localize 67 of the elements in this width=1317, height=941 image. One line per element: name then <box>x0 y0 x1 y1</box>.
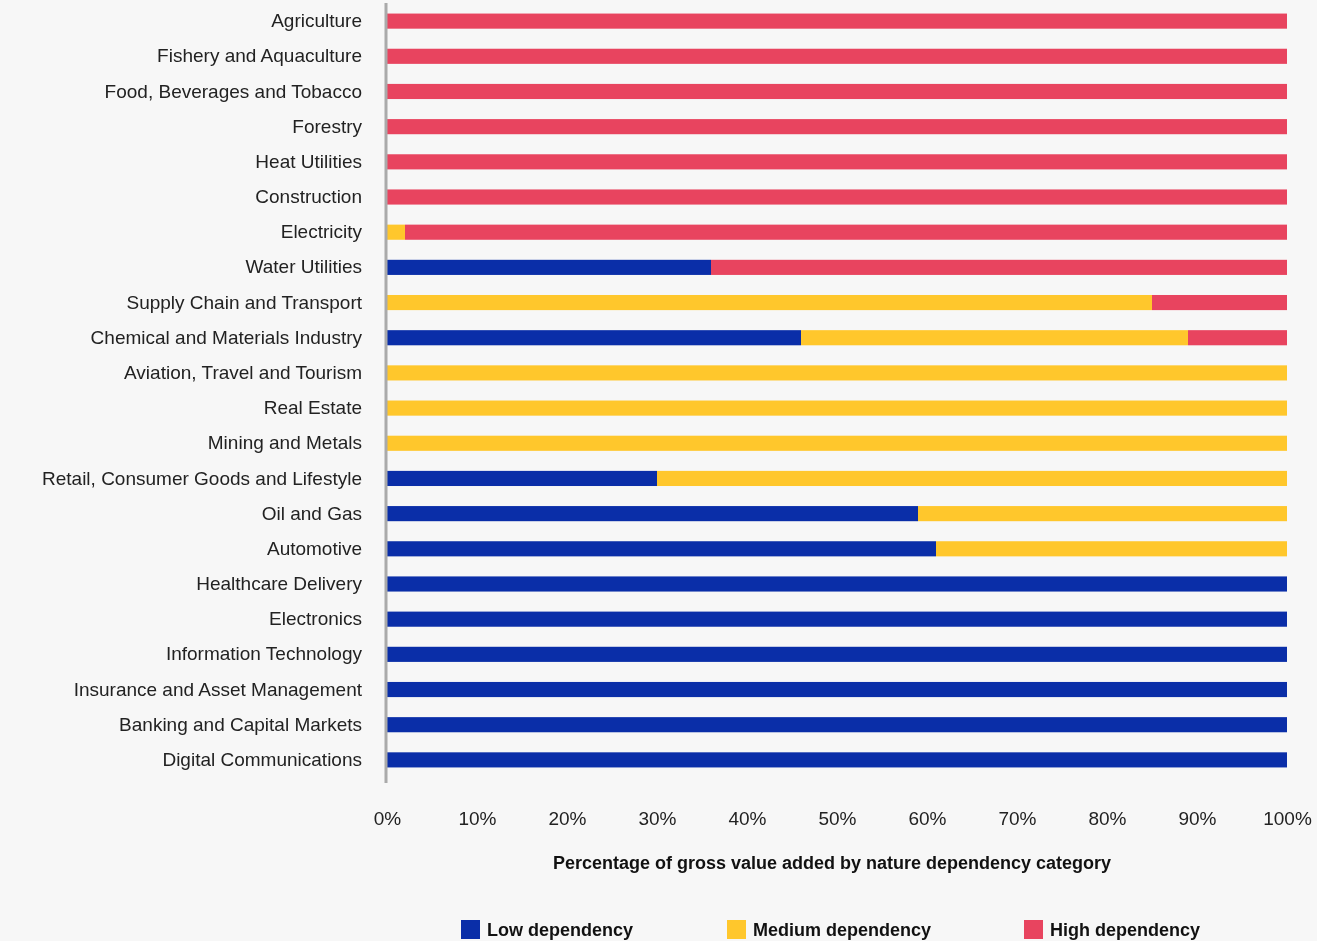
bar <box>387 294 1152 311</box>
bar <box>387 681 1287 698</box>
bar <box>387 259 711 275</box>
bar <box>387 506 918 522</box>
y-tick-label: Food, Beverages and Tobacco <box>104 80 362 102</box>
bar <box>387 365 1287 381</box>
bar <box>387 717 1287 733</box>
bar <box>918 506 1287 522</box>
y-tick-label: Digital Communications <box>162 748 362 770</box>
y-tick-label: Forestry <box>292 115 363 137</box>
bar <box>405 224 1287 240</box>
x-tick-label: 30% <box>638 808 677 830</box>
x-tick-label: 0% <box>373 808 402 830</box>
x-tick-label: 10% <box>458 808 497 830</box>
y-tick-label: Construction <box>255 186 362 208</box>
y-tick-label: Heat Utilities <box>255 150 362 172</box>
bar <box>387 752 1287 768</box>
x-tick-label: 100% <box>1263 808 1312 830</box>
bar <box>387 400 1287 416</box>
bar <box>387 83 1287 100</box>
legend-label: Medium dependency <box>753 920 932 940</box>
x-tick-label: 40% <box>728 808 767 830</box>
legend-label: Low dependency <box>487 920 634 940</box>
bar <box>387 119 1287 135</box>
bar <box>711 259 1287 275</box>
y-tick-label: Supply Chain and Transport <box>126 291 363 313</box>
y-tick-label: Agriculture <box>271 10 362 32</box>
bar <box>387 189 1287 205</box>
x-tick-label: 70% <box>998 808 1037 830</box>
y-tick-label: Chemical and Materials Industry <box>90 326 363 348</box>
y-tick-label: Healthcare Delivery <box>196 573 363 595</box>
bar <box>387 646 1287 662</box>
x-tick-label: 50% <box>818 808 857 830</box>
x-tick-label: 60% <box>908 808 947 830</box>
x-tick-label: 90% <box>1178 808 1217 830</box>
bar <box>657 470 1287 487</box>
x-tick-label: 20% <box>548 808 587 830</box>
y-tick-label: Electronics <box>269 608 362 630</box>
bar <box>1188 330 1287 346</box>
x-axis-title: Percentage of gross value added by nature dependency category <box>552 853 1112 873</box>
bar <box>801 330 1188 346</box>
bar <box>387 48 1287 64</box>
y-tick-label: Banking and Capital Markets <box>119 713 362 735</box>
y-tick-label: Water Utilities <box>245 256 362 278</box>
bar <box>387 611 1287 627</box>
y-tick-label: Mining and Metals <box>207 432 362 454</box>
y-tick-label: Oil and Gas <box>261 502 362 524</box>
y-tick-label: Real Estate <box>263 397 362 419</box>
y-tick-label: Retail, Consumer Goods and Lifestyle <box>42 467 362 489</box>
y-tick-label: Aviation, Travel and Tourism <box>124 361 362 383</box>
legend-label: High dependency <box>1050 920 1201 940</box>
bar <box>387 154 1287 170</box>
x-tick-label: 80% <box>1088 808 1127 830</box>
bar <box>387 435 1287 451</box>
bar <box>1152 294 1287 311</box>
bar <box>387 330 801 346</box>
y-tick-label: Fishery and Aquaculture <box>157 45 362 67</box>
bar <box>387 13 1287 29</box>
y-tick-label: Insurance and Asset Management <box>73 678 363 700</box>
y-tick-label: Electricity <box>280 221 363 243</box>
bar <box>387 541 936 557</box>
bar <box>387 470 657 487</box>
bar <box>387 576 1287 592</box>
bar <box>387 224 405 240</box>
y-tick-label: Automotive <box>266 537 362 559</box>
y-tick-label: Information Technology <box>165 643 363 665</box>
bar <box>936 541 1287 557</box>
